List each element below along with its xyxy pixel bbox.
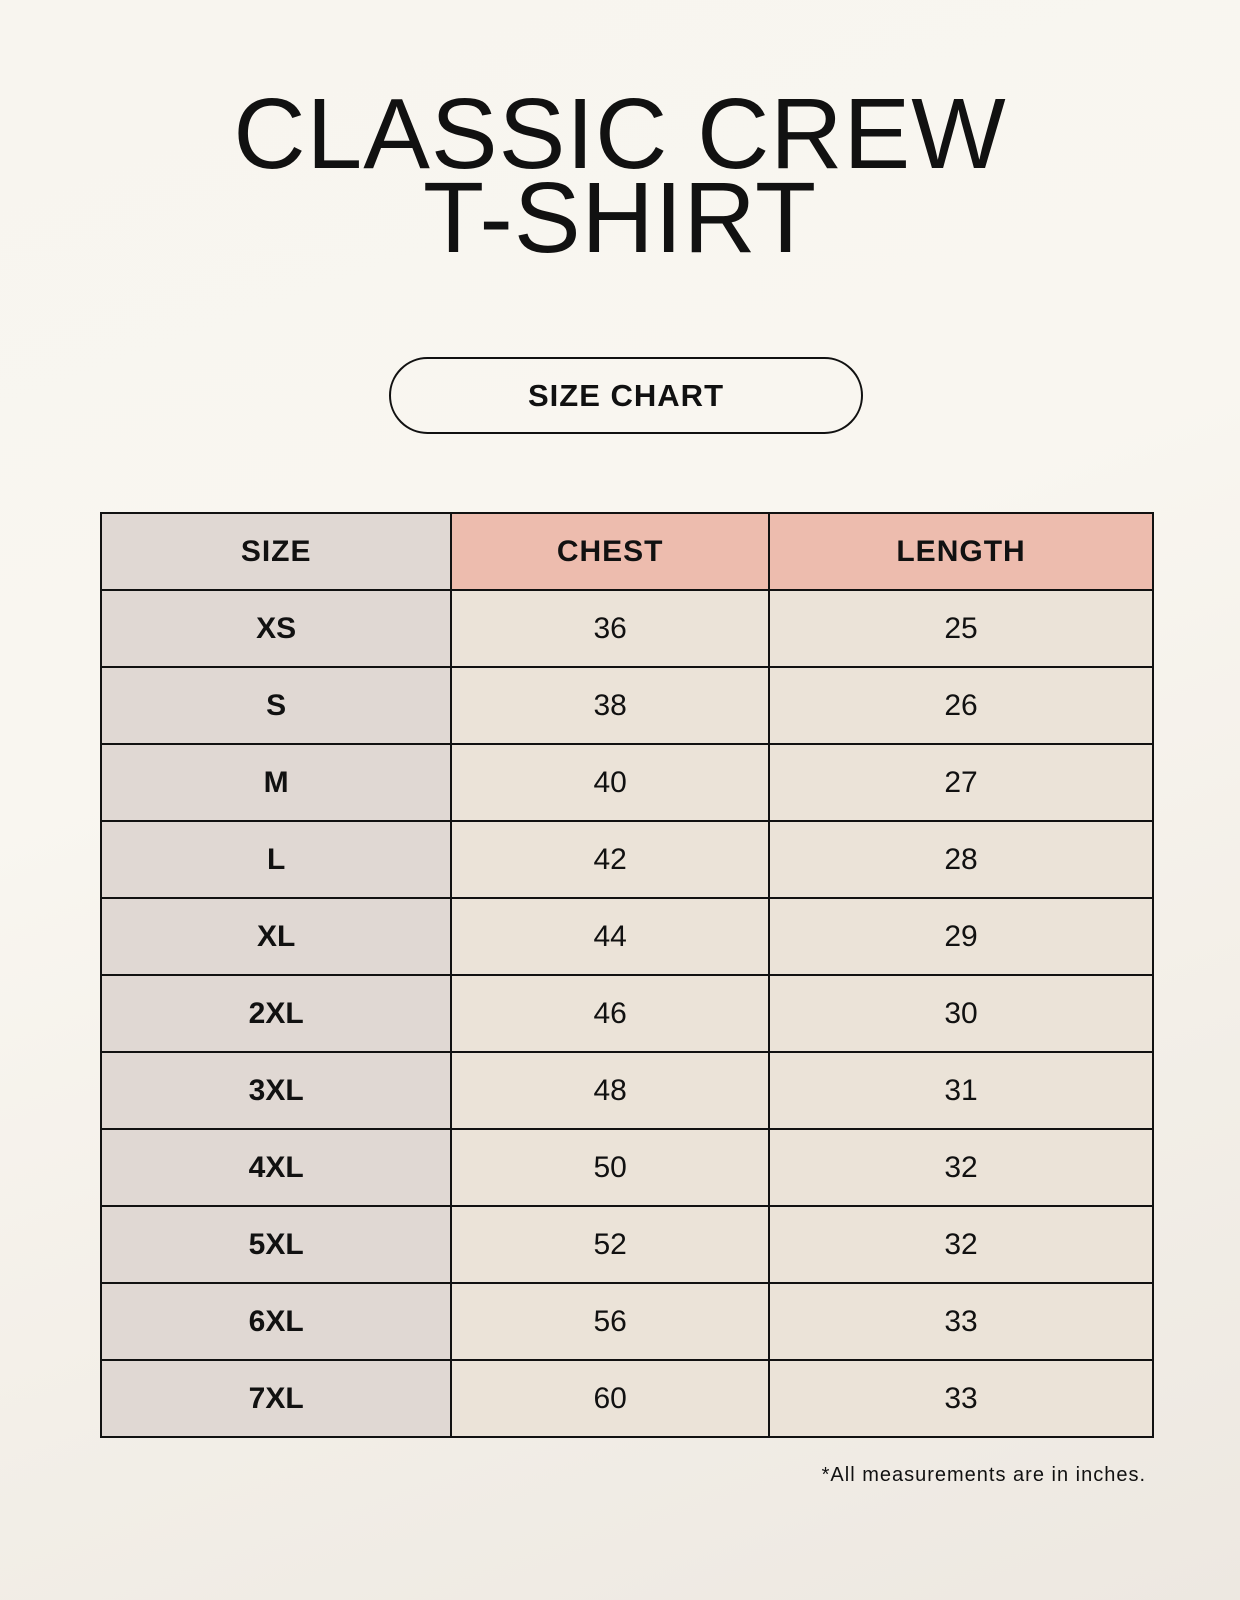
footnote: *All measurements are in inches. bbox=[821, 1464, 1146, 1486]
size-cell: 7XL bbox=[99, 1359, 453, 1438]
header-size: SIZE bbox=[99, 512, 453, 591]
length-cell: 33 bbox=[768, 1282, 1154, 1361]
table-row: L 42 28 bbox=[99, 820, 1154, 899]
length-cell: 31 bbox=[768, 1051, 1154, 1130]
size-cell: M bbox=[99, 743, 453, 822]
length-cell: 32 bbox=[768, 1205, 1154, 1284]
length-cell: 30 bbox=[768, 974, 1154, 1053]
chest-cell: 48 bbox=[450, 1051, 771, 1130]
size-cell: 6XL bbox=[99, 1282, 453, 1361]
size-cell: XL bbox=[99, 897, 453, 976]
table-row: XL 44 29 bbox=[99, 897, 1154, 976]
table-row: S 38 26 bbox=[99, 666, 1154, 745]
chest-cell: 42 bbox=[450, 820, 771, 899]
length-cell: 26 bbox=[768, 666, 1154, 745]
table-row: 6XL 56 33 bbox=[99, 1282, 1154, 1361]
header-chest: CHEST bbox=[450, 512, 771, 591]
table-row: 4XL 50 32 bbox=[99, 1128, 1154, 1207]
chest-cell: 40 bbox=[450, 743, 771, 822]
chest-cell: 60 bbox=[450, 1359, 771, 1438]
size-cell: L bbox=[99, 820, 453, 899]
header-length: LENGTH bbox=[768, 512, 1154, 591]
table-row: 5XL 52 32 bbox=[99, 1205, 1154, 1284]
chest-cell: 50 bbox=[450, 1128, 771, 1207]
length-cell: 32 bbox=[768, 1128, 1154, 1207]
table-row: 2XL 46 30 bbox=[99, 974, 1154, 1053]
size-table: SIZE CHEST LENGTH XS 36 25 S 38 26 M 40 27 L 42 28 X… bbox=[99, 512, 1154, 1438]
length-cell: 29 bbox=[768, 897, 1154, 976]
length-cell: 28 bbox=[768, 820, 1154, 899]
chest-cell: 38 bbox=[450, 666, 771, 745]
size-cell: XS bbox=[99, 589, 453, 668]
page-title: CLASSIC CREW T-SHIRT bbox=[0, 78, 1240, 274]
size-cell: S bbox=[99, 666, 453, 745]
size-cell: 5XL bbox=[99, 1205, 453, 1284]
table-row: 7XL 60 33 bbox=[99, 1359, 1154, 1438]
size-cell: 3XL bbox=[99, 1051, 453, 1130]
size-cell: 4XL bbox=[99, 1128, 453, 1207]
table-row: XS 36 25 bbox=[99, 589, 1154, 668]
size-cell: 2XL bbox=[99, 974, 453, 1053]
table-row: 3XL 48 31 bbox=[99, 1051, 1154, 1130]
length-cell: 25 bbox=[768, 589, 1154, 668]
length-cell: 27 bbox=[768, 743, 1154, 822]
size-chart-badge: SIZE CHART bbox=[389, 357, 863, 434]
chest-cell: 36 bbox=[450, 589, 771, 668]
title-line-1: CLASSIC CREW bbox=[233, 78, 1007, 190]
title-line-2: T-SHIRT bbox=[422, 162, 818, 274]
chest-cell: 52 bbox=[450, 1205, 771, 1284]
table-row: M 40 27 bbox=[99, 743, 1154, 822]
length-cell: 33 bbox=[768, 1359, 1154, 1438]
table-header-row: SIZE CHEST LENGTH bbox=[99, 512, 1154, 591]
chest-cell: 46 bbox=[450, 974, 771, 1053]
chest-cell: 44 bbox=[450, 897, 771, 976]
chest-cell: 56 bbox=[450, 1282, 771, 1361]
